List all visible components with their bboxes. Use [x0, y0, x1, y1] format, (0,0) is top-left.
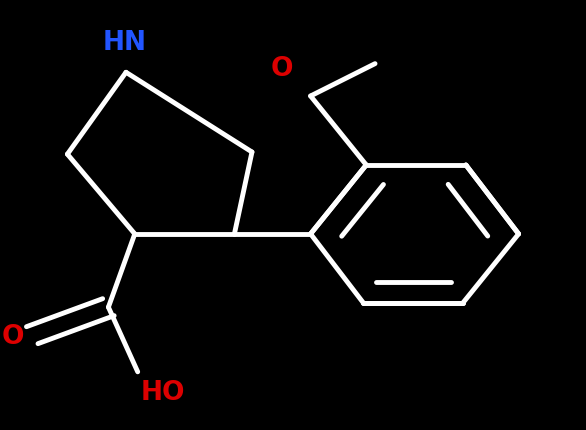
Text: HN: HN [103, 30, 146, 56]
Text: O: O [271, 56, 293, 82]
Text: O: O [2, 323, 25, 349]
Text: HO: HO [141, 379, 185, 405]
